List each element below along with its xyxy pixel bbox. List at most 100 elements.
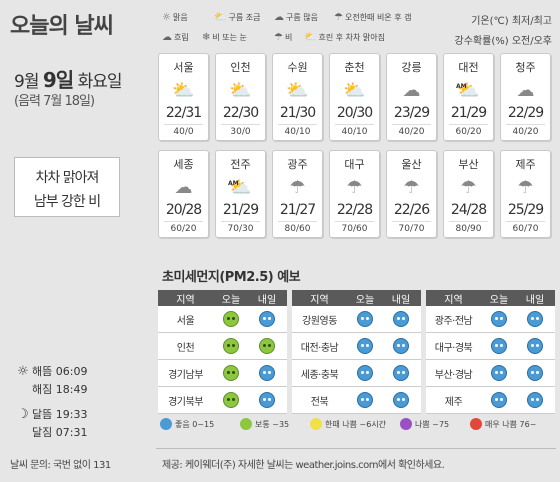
pm-good-icon — [491, 392, 507, 408]
city-name: 수원 — [287, 61, 308, 74]
city-card: 인천 ⛅ 22/30 30/0 — [215, 53, 266, 141]
pm-normal-icon — [223, 365, 239, 381]
pm-good-icon — [491, 311, 507, 327]
unit-legend: 기온(℃) 최저/최고 강수확률(%) 오전/오후 — [455, 12, 552, 52]
legend-label: 비 또는 눈 — [212, 33, 247, 42]
pm-good-icon — [357, 311, 373, 327]
legend-label: 오전한때 비온 후 갬 — [344, 13, 412, 22]
weather-glyph: ⛅ — [343, 79, 366, 101]
pm-legend-item: 매우 나쁨 76~ — [470, 418, 536, 430]
pm-level-icon — [240, 418, 252, 430]
pm-good-icon — [527, 365, 543, 381]
pm-good-icon — [357, 338, 373, 354]
moon-icon: ☽ — [17, 406, 29, 422]
moonset-time: 달짐 07:31 — [32, 426, 88, 439]
partly-sunny-icon: ⛅ — [216, 77, 265, 103]
weather-glyph: ⛅ — [172, 79, 195, 101]
legend-label: 구름 조금 — [228, 13, 261, 22]
city-card: 울산 ☂ 22/26 70/70 — [386, 150, 437, 238]
city-precip: 70/70 — [392, 221, 431, 234]
rain-icon: ☂ — [444, 174, 493, 200]
sun-rain-icon: ☂ — [334, 12, 343, 23]
pm-row: 서울 — [158, 306, 287, 333]
city-name: 전주 — [230, 158, 251, 171]
pm-region: 부산·경남 — [434, 369, 473, 381]
city-precip: 80/60 — [278, 221, 317, 234]
weather-glyph: ☂ — [403, 176, 420, 198]
city-temp: 22/31 — [165, 105, 202, 121]
divider — [156, 448, 556, 449]
weather-glyph: ☂ — [289, 176, 306, 198]
pm-group: 지역 오늘 내일 서울 인천 경기남부 경기북부 — [158, 290, 287, 414]
pm-row: 광주·전남 — [426, 306, 555, 333]
pm-good-icon — [259, 311, 275, 327]
city-temp: 25/29 — [507, 202, 544, 218]
pm-col-region: 지역 — [176, 294, 195, 306]
pm-region: 대전·충남 — [300, 342, 339, 354]
city-precip: 70/30 — [221, 221, 260, 234]
pm-row: 인천 — [158, 333, 287, 360]
weather-glyph: ⛅ — [229, 176, 252, 198]
legend-label: 비 — [284, 33, 293, 42]
city-temp: 22/26 — [393, 202, 430, 218]
pm-col-today: 오늘 — [221, 294, 241, 306]
source-note: 제공: 케이웨더(주) 자세한 날씨는 weather.joins.com에서 … — [162, 460, 445, 471]
moon-times: ☽ 달뜸 19:33 달짐 07:31 — [14, 405, 87, 441]
pm-region: 경기남부 — [168, 369, 203, 381]
pm-good-icon — [393, 365, 409, 381]
city-name: 광주 — [287, 158, 308, 171]
am-badge: AM — [456, 83, 467, 90]
city-card: 대구 ☂ 22/28 70/60 — [329, 150, 380, 238]
city-card: 대전 AM ⛅ 21/29 60/20 — [443, 53, 494, 141]
pm-region: 세종·충북 — [300, 369, 339, 381]
pm-row: 전북 — [292, 387, 421, 414]
city-name: 청주 — [515, 61, 536, 74]
pm-group: 지역 오늘 내일 강원영동 대전·충남 세종·충북 전북 — [292, 290, 421, 414]
pm-region: 광주·전남 — [434, 315, 473, 327]
pm-row: 세종·충북 — [292, 360, 421, 387]
weather-glyph: ⛅ — [457, 79, 480, 101]
pm-row: 경기남부 — [158, 360, 287, 387]
city-card: 부산 ☂ 24/28 80/90 — [443, 150, 494, 238]
weather-glyph: ☁ — [402, 79, 421, 101]
city-card: 서울 ⛅ 22/31 40/0 — [158, 53, 209, 141]
summary-line-2: 남부 강한 비 — [33, 194, 101, 210]
pm-title-suffix: (PM2.5) 예보 — [219, 270, 301, 285]
pm-good-icon — [393, 311, 409, 327]
partly-sunny-icon: ⛅ — [273, 77, 322, 103]
city-name: 세종 — [173, 158, 194, 171]
pm-row: 제주 — [426, 387, 555, 414]
sun-cloud-icon: AM ⛅ — [444, 77, 493, 103]
city-precip: 30/0 — [221, 124, 260, 137]
pm-legend-label: 보통 ~35 — [255, 419, 290, 429]
pm-good-icon — [393, 392, 409, 408]
mostly-cloudy-icon: ☁ — [274, 12, 284, 23]
city-card: 청주 ☁ 22/29 40/20 — [500, 53, 551, 141]
pm-region: 경기북부 — [168, 396, 203, 408]
city-precip: 70/60 — [335, 221, 374, 234]
sunrise-time: 해뜸 06:09 — [32, 365, 88, 378]
rain-icon: ☂ — [501, 174, 550, 200]
partly-cloudy-icon: ⛅ — [214, 12, 227, 23]
city-precip: 60/20 — [164, 221, 203, 234]
city-card: 수원 ⛅ 21/30 40/10 — [272, 53, 323, 141]
lunar-date: (음력 7월 18일) — [14, 94, 95, 109]
city-name: 울산 — [401, 158, 422, 171]
sun-times: ☼ 해뜸 06:09 해짐 18:49 — [14, 362, 87, 398]
left-panel: 오늘의 날씨 9월 9일 화요일 (음력 7월 18일) 차차 맑아져 남부 강… — [0, 0, 150, 482]
pm-row: 경기북부 — [158, 387, 287, 414]
rain-icon: ☂ — [387, 174, 436, 200]
pm-good-icon — [491, 365, 507, 381]
city-name: 춘천 — [344, 61, 365, 74]
city-precip: 40/20 — [392, 124, 431, 137]
pm-legend-label: 나쁨 ~75 — [415, 419, 450, 429]
sun-cloud-icon: AM ⛅ — [216, 174, 265, 200]
pm-level-icon — [470, 418, 482, 430]
pm-level-icon — [160, 418, 172, 430]
pm-col-today: 오늘 — [489, 294, 509, 306]
pm-title-main: 초미세먼지 — [162, 270, 220, 285]
weather-glyph: ☂ — [460, 176, 477, 198]
city-precip: 80/90 — [449, 221, 488, 234]
city-precip: 40/10 — [335, 124, 374, 137]
legend-label: 흐림 — [174, 33, 189, 42]
